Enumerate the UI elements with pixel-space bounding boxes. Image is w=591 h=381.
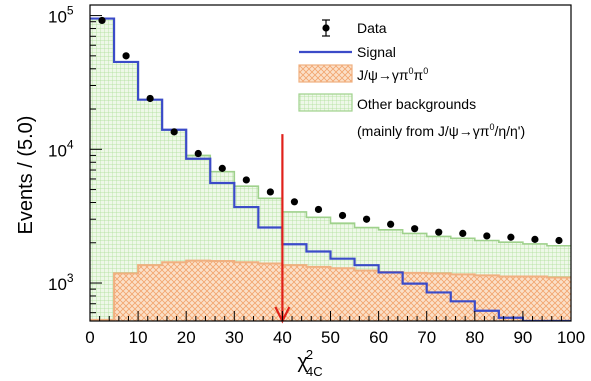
data-point	[122, 52, 130, 60]
x-tick-label: 70	[417, 328, 436, 347]
y-tick-label: 103	[48, 271, 74, 294]
data-point	[362, 215, 371, 223]
data-point	[507, 233, 515, 241]
signal-step-line	[90, 17, 571, 321]
legend-jpsi-swatch	[298, 64, 353, 83]
legend-other-swatch	[298, 93, 353, 112]
legend-label-other: Other backgrounds	[357, 96, 476, 112]
data-point	[290, 198, 299, 206]
x-tick-label: 30	[225, 328, 244, 347]
x-tick-label: 60	[369, 328, 388, 347]
x-tick-label: 10	[129, 328, 148, 347]
jpsi-background-fill	[90, 260, 571, 321]
legend-label-signal: Signal	[357, 44, 396, 60]
data-point	[531, 235, 539, 243]
legend-note: (mainly from J/ψ→γπ0/η/η')	[357, 122, 525, 139]
legend-entry-jpsi-bkg: J/ψ→γπ0π0	[298, 64, 428, 83]
data-point	[170, 128, 178, 136]
y-tick-label: 105	[48, 4, 74, 27]
legend-entry-signal: Signal	[299, 44, 396, 60]
legend-data-marker	[322, 24, 330, 32]
x-tick-label: 50	[321, 328, 340, 347]
data-point	[242, 176, 250, 184]
x-tick-label: 90	[513, 328, 532, 347]
jpsi-background-outline	[90, 259, 571, 321]
x-tick-label: 100	[557, 328, 585, 347]
legend-label-data: Data	[357, 20, 387, 36]
x-tick-label: 80	[465, 328, 484, 347]
other-backgrounds-fill	[90, 18, 571, 321]
legend-label-jpsi: J/ψ→γπ0π0	[357, 66, 428, 83]
x-tick-label: 20	[177, 328, 196, 347]
data-point	[266, 188, 274, 196]
data-point	[435, 228, 443, 236]
legend: Data Signal J/ψ→γπ0π0 Other backgrounds …	[298, 19, 525, 139]
legend-entry-data: Data	[322, 19, 387, 37]
data-point	[338, 211, 347, 220]
data-points	[98, 16, 563, 245]
data-point	[459, 229, 467, 238]
background-stack-fills	[90, 18, 571, 321]
y-tick-label: 104	[48, 137, 74, 160]
x-axis-title: χ2 4C	[297, 347, 322, 379]
data-point	[146, 94, 154, 103]
data-point	[483, 232, 491, 240]
data-point	[218, 164, 226, 172]
data-point	[387, 220, 395, 228]
data-point	[98, 16, 106, 25]
axes: 0 10 20 30 40 50 60 70 80 90 100 103 104 105	[48, 4, 585, 347]
data-point	[314, 205, 323, 214]
x-tick-label: 40	[273, 328, 292, 347]
legend-entry-other-bkg: Other backgrounds	[298, 93, 476, 112]
data-point	[555, 236, 563, 245]
data-point	[411, 225, 419, 233]
data-point	[194, 149, 202, 158]
x-tick-label: 0	[85, 328, 94, 347]
y-axis-title: Events / (5.0)	[15, 116, 37, 235]
